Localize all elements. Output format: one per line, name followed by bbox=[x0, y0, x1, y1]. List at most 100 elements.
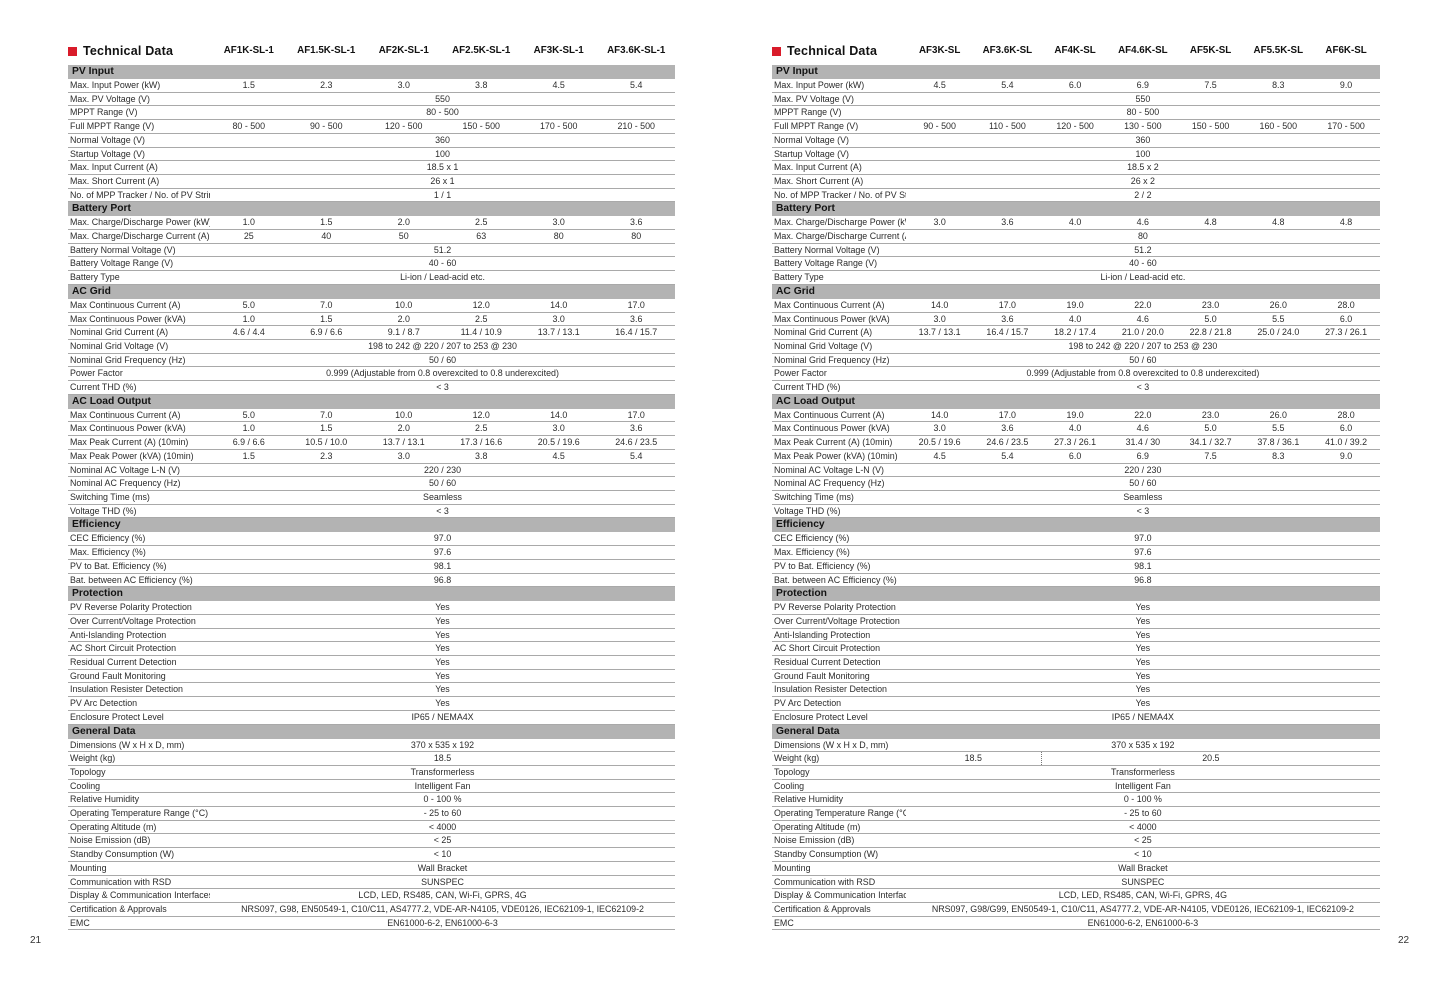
spec-row: Insulation Resister Detection Yes bbox=[772, 682, 1380, 698]
spec-row: Operating Temperature Range (°C) - 25 to … bbox=[772, 806, 1380, 821]
spec-row: Anti-Islanding Protection Yes bbox=[68, 628, 675, 643]
spec-value: 3.6 bbox=[973, 312, 1042, 327]
spec-label: Residual Current Detection bbox=[772, 655, 906, 670]
spec-value: 51.2 bbox=[210, 243, 675, 258]
spec-value: 4.6 / 4.4 bbox=[210, 325, 288, 340]
section-header: Protection bbox=[772, 586, 1380, 602]
spec-value: 7.0 bbox=[287, 408, 365, 423]
spec-row: Switching Time (ms) Seamless bbox=[68, 490, 675, 505]
spec-row: Max Continuous Current (A) 5.0 7.0 10.0 12.0… bbox=[68, 298, 675, 313]
spec-row: Max. Charge/Discharge Current (A) 25 40 50 6… bbox=[68, 229, 675, 244]
spec-value: 4.6 bbox=[1108, 421, 1177, 437]
spec-row: Switching Time (ms) Seamless bbox=[772, 490, 1380, 505]
spec-value: 5.0 bbox=[1176, 312, 1245, 327]
spec-value: 90 - 500 bbox=[905, 119, 974, 134]
spec-value: 1.0 bbox=[210, 312, 288, 327]
spec-value: Li-ion / Lead-acid etc. bbox=[210, 270, 675, 285]
spec-label: Weight (kg) bbox=[68, 751, 211, 766]
spec-value: Yes bbox=[210, 601, 675, 615]
spec-row: Weight (kg) 18.5 20.5 bbox=[772, 751, 1380, 766]
spec-value: - 25 to 60 bbox=[905, 806, 1380, 821]
section-header-row: AC Load Output bbox=[772, 394, 1380, 409]
spec-row: Normal Voltage (V) 360 bbox=[68, 133, 675, 148]
spec-value: Transformerless bbox=[210, 765, 675, 780]
spec-value: 97.6 bbox=[905, 545, 1380, 560]
spec-label: Power Factor bbox=[68, 366, 211, 382]
spec-label: CEC Efficiency (%) bbox=[68, 532, 211, 547]
spec-value: 1 / 1 bbox=[210, 188, 675, 203]
spec-value: 4.5 bbox=[519, 79, 598, 93]
spec-value: 100 bbox=[210, 147, 675, 162]
spec-value: 80 - 500 bbox=[210, 119, 288, 134]
section-header: PV Input bbox=[772, 65, 1380, 79]
spec-label: Operating Altitude (m) bbox=[772, 820, 906, 835]
spec-value: 10.0 bbox=[365, 408, 443, 423]
spec-label: Battery Type bbox=[68, 270, 211, 285]
spec-value: 18.5 bbox=[210, 751, 675, 766]
red-square-icon bbox=[68, 46, 77, 56]
spec-row: Nominal Grid Voltage (V) 198 to 242 @ 220… bbox=[68, 339, 675, 354]
spec-row: Bat. between AC Efficiency (%) 96.8 bbox=[68, 573, 675, 588]
spec-row: Battery Type Li-ion / Lead-acid etc. bbox=[68, 270, 675, 285]
section-header: Efficiency bbox=[772, 517, 1380, 533]
spec-label: Battery Normal Voltage (V) bbox=[68, 243, 211, 258]
section-header: AC Load Output bbox=[772, 394, 1380, 409]
spec-label: Battery Normal Voltage (V) bbox=[772, 243, 906, 258]
spec-value: 17.3 / 16.6 bbox=[442, 435, 520, 450]
spec-row: Max Continuous Power (kVA) 3.0 3.6 4.0 4.6 5.… bbox=[772, 312, 1380, 327]
spec-value: 5.5 bbox=[1244, 312, 1313, 327]
spec-row: Max Continuous Power (kVA) 1.0 1.5 2.0 2.5 3.… bbox=[68, 312, 675, 327]
spec-row: PV Arc Detection Yes bbox=[772, 696, 1380, 711]
spec-value: 23.0 bbox=[1176, 298, 1245, 313]
model-header-row: Technical Data AF1K-SL-1 AF1.5K-SL-1 AF2K-S… bbox=[68, 40, 675, 65]
spec-value: 4.5 bbox=[905, 79, 974, 93]
spec-label: Dimensions (W x H x D, mm) bbox=[772, 738, 906, 753]
spec-value: 7.5 bbox=[1176, 449, 1245, 464]
spec-value: 22.0 bbox=[1108, 298, 1177, 313]
spec-value: 5.4 bbox=[973, 449, 1042, 464]
spec-label: PV Reverse Polarity Protection bbox=[68, 601, 211, 615]
spec-row: No. of MPP Tracker / No. of PV String 1 /… bbox=[68, 188, 675, 203]
model-header: AF6K-SL bbox=[1325, 45, 1367, 56]
spec-value: 23.0 bbox=[1176, 408, 1245, 423]
spec-label: PV Reverse Polarity Protection bbox=[772, 601, 906, 615]
spec-label: Max Peak Power (kVA) (10min) bbox=[68, 449, 211, 464]
spec-value: 2.5 bbox=[442, 421, 520, 437]
spec-value: 40 bbox=[287, 229, 365, 244]
spec-row: Max Peak Power (kVA) (10min) 1.5 2.3 3.0 3.8… bbox=[68, 449, 675, 464]
spec-value: 80 bbox=[519, 229, 598, 244]
model-header: AF1.5K-SL-1 bbox=[297, 45, 356, 56]
red-square-icon bbox=[772, 46, 781, 56]
spec-row: Current THD (%) < 3 bbox=[772, 380, 1380, 395]
spec-value: 3.6 bbox=[597, 216, 675, 231]
section-header-row: PV Input bbox=[68, 65, 675, 79]
spec-value: 1.0 bbox=[210, 216, 288, 231]
spec-value-split-left: 18.5 bbox=[905, 751, 1042, 766]
spec-value: 3.8 bbox=[442, 79, 520, 93]
spec-value: 100 bbox=[905, 147, 1380, 162]
spec-value: 27.3 / 26.1 bbox=[1312, 325, 1380, 340]
spec-row: Operating Altitude (m) < 4000 bbox=[772, 820, 1380, 835]
spec-value: Yes bbox=[905, 669, 1380, 684]
spec-label: Normal Voltage (V) bbox=[68, 133, 211, 148]
spec-label: AC Short Circuit Protection bbox=[772, 641, 906, 657]
spec-value: 4.8 bbox=[1244, 216, 1313, 231]
spec-row: Full MPPT Range (V) 80 - 500 90 - 500 120 -… bbox=[68, 119, 675, 134]
spec-row: PV to Bat. Efficiency (%) 98.1 bbox=[68, 559, 675, 574]
section-header: Efficiency bbox=[68, 517, 675, 533]
spec-value: 4.5 bbox=[519, 449, 598, 464]
spec-label: Ground Fault Monitoring bbox=[68, 669, 211, 684]
spec-value: Intelligent Fan bbox=[905, 779, 1380, 794]
spec-value: 220 / 230 bbox=[210, 463, 675, 478]
spec-label: Cooling bbox=[68, 779, 211, 794]
spec-value: 5.4 bbox=[597, 449, 675, 464]
spec-row: Residual Current Detection Yes bbox=[68, 655, 675, 670]
spec-value: < 3 bbox=[210, 380, 675, 395]
spec-value: 5.0 bbox=[1176, 421, 1245, 437]
spec-value: 4.0 bbox=[1041, 421, 1109, 437]
spec-value: 26.0 bbox=[1244, 408, 1313, 423]
spec-label: PV Arc Detection bbox=[68, 696, 211, 711]
spec-label: Operating Altitude (m) bbox=[68, 820, 211, 835]
spec-value: 1.5 bbox=[210, 79, 288, 93]
